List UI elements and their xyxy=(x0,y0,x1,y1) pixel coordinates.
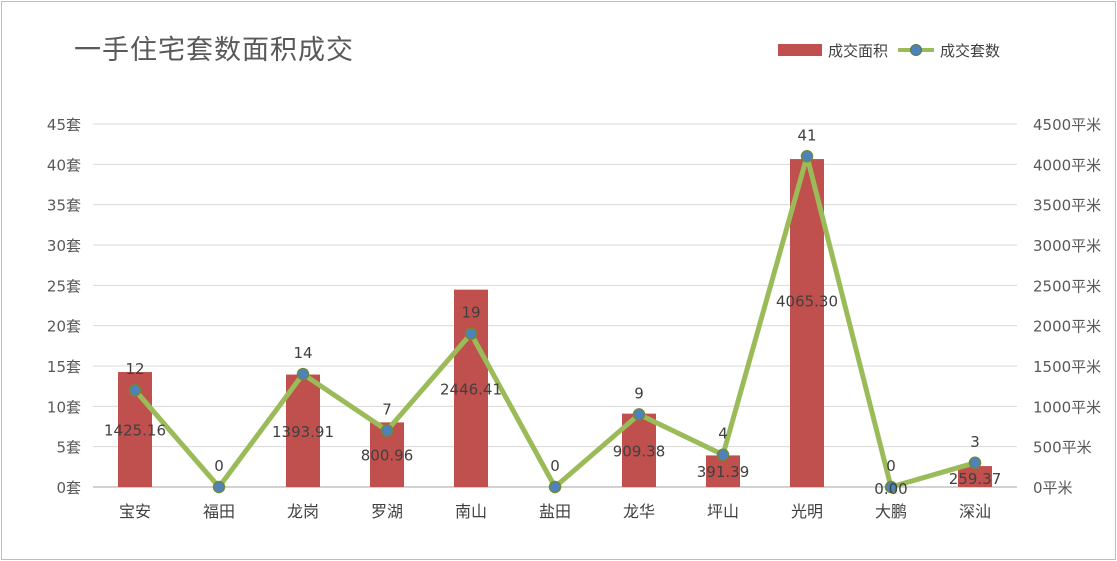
chart-title: 一手住宅套数面积成交 xyxy=(74,35,354,66)
x-tick-label: 光明 xyxy=(791,502,823,521)
count-marker xyxy=(212,480,226,494)
y-left-tick-label: 25套 xyxy=(47,277,81,295)
legend-item-area: 成交面积 xyxy=(778,40,888,61)
legend-item-count: 成交套数 xyxy=(898,40,1000,61)
y-right-tick-label: 2000平米 xyxy=(1033,318,1101,336)
x-tick-label: 福田 xyxy=(203,502,235,521)
line-data-label: 0 xyxy=(886,457,896,475)
count-marker xyxy=(884,480,898,494)
count-marker xyxy=(968,456,982,470)
line-data-label: 19 xyxy=(461,304,480,322)
y-right-tick-label: 500平米 xyxy=(1033,439,1092,457)
line-data-label: 7 xyxy=(382,401,392,419)
y-left-tick-label: 40套 xyxy=(47,156,81,174)
count-marker xyxy=(548,480,562,494)
bar xyxy=(454,289,488,487)
bar-data-label: 4065.30 xyxy=(776,293,838,311)
y-right-tick-label: 2500平米 xyxy=(1033,277,1101,295)
bar-data-label: 2446.41 xyxy=(440,380,502,398)
x-tick-label: 大鹏 xyxy=(875,502,907,521)
bar-data-label: 1425.16 xyxy=(104,422,166,440)
count-marker xyxy=(464,327,478,340)
y-right-tick-label: 3000平米 xyxy=(1033,237,1101,255)
x-tick-label: 龙岗 xyxy=(287,502,319,521)
count-line xyxy=(132,153,978,490)
bar xyxy=(958,466,992,487)
bar-data-label: 0.00 xyxy=(874,480,907,498)
line-data-label: 4 xyxy=(718,425,728,443)
y-right-tick-label: 0平米 xyxy=(1033,479,1073,497)
count-marker xyxy=(800,150,814,163)
legend-label-count: 成交套数 xyxy=(940,41,1001,60)
x-tick-label: 龙华 xyxy=(623,502,655,521)
y-right-tick-label: 3500平米 xyxy=(1033,197,1101,215)
legend-line-swatch xyxy=(898,40,935,60)
y-left-tick-label: 45套 xyxy=(47,116,81,134)
count-marker xyxy=(296,367,310,381)
line-data-label: 0 xyxy=(214,457,224,475)
bar-data-label: 1393.91 xyxy=(272,423,334,441)
count-marker xyxy=(380,424,394,437)
chart-legend: 成交面积 成交套数 xyxy=(778,40,1010,60)
x-tick-label: 盐田 xyxy=(539,502,571,521)
y-right-tick-label: 1500平米 xyxy=(1033,358,1101,376)
y-left-tick-label: 20套 xyxy=(47,318,81,336)
bar-data-label: 800.96 xyxy=(361,447,414,465)
y-right-tick-label: 1000平米 xyxy=(1033,398,1101,416)
bar-data-label: 391.39 xyxy=(697,463,750,481)
x-tick-label: 南山 xyxy=(455,502,487,521)
bar-data-label: 259.37 xyxy=(949,470,1002,488)
x-tick-label: 深汕 xyxy=(959,502,991,521)
line-data-label: 0 xyxy=(550,457,560,475)
y-left-tick-label: 15套 xyxy=(47,358,81,376)
line-data-label: 9 xyxy=(634,384,644,402)
count-marker xyxy=(128,383,142,397)
legend-bar-swatch xyxy=(778,44,822,56)
x-tick-label: 坪山 xyxy=(707,502,739,521)
x-tick-label: 宝安 xyxy=(119,502,151,521)
y-right-tick-label: 4000平米 xyxy=(1033,156,1101,174)
y-left-tick-label: 35套 xyxy=(47,197,81,215)
legend-label-area: 成交面积 xyxy=(828,41,889,60)
line-data-label: 41 xyxy=(797,126,816,144)
x-tick-label: 罗湖 xyxy=(371,502,403,521)
y-left-tick-label: 0套 xyxy=(56,479,81,497)
y-right-tick-label: 4500平米 xyxy=(1033,116,1101,134)
y-left-tick-label: 30套 xyxy=(47,237,81,255)
line-data-label: 14 xyxy=(293,344,312,362)
count-marker xyxy=(632,408,646,421)
y-left-tick-label: 5套 xyxy=(56,439,81,457)
y-left-tick-label: 10套 xyxy=(47,398,81,416)
bar xyxy=(790,159,824,487)
bar-data-label: 909.38 xyxy=(613,442,666,460)
count-marker xyxy=(716,448,730,461)
line-data-label: 12 xyxy=(125,360,144,378)
line-data-label: 3 xyxy=(970,433,980,451)
